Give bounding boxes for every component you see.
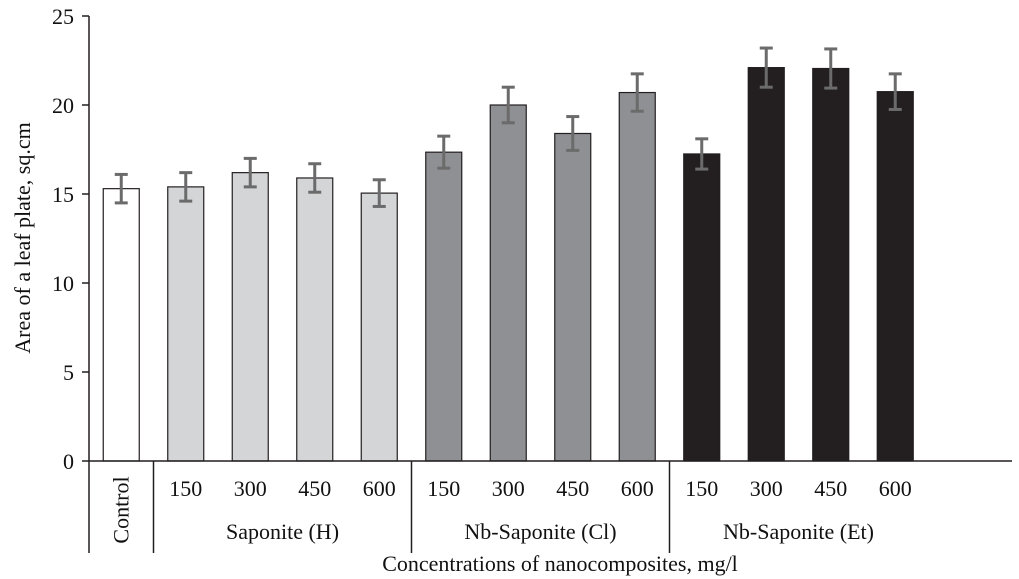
x-category-label: 150 — [427, 476, 460, 501]
error-bar — [179, 171, 193, 203]
x-axis: Control 150 300 450 600 150 300 450 600 150 300 450… — [88, 460, 1012, 553]
error-bar — [437, 134, 451, 170]
error-bar — [308, 162, 322, 194]
x-category-label: 150 — [169, 476, 202, 501]
x-group-label: Saponite (H) — [226, 519, 339, 544]
bar — [876, 91, 914, 462]
x-category-label: 450 — [814, 476, 847, 501]
y-axis: 0 5 10 15 20 25 — [52, 4, 90, 474]
x-group-label: Nb-Saponite (Et) — [723, 519, 874, 544]
error-bar — [888, 72, 902, 111]
x-category-label: 600 — [879, 476, 912, 501]
bar — [554, 132, 592, 462]
error-bar — [114, 172, 128, 205]
error-bar — [243, 156, 257, 189]
x-category-label: 600 — [621, 476, 654, 501]
x-axis-title: Concentrations of nanocomposites, mg/l — [382, 551, 738, 576]
error-bar — [695, 137, 709, 171]
bar — [489, 104, 527, 462]
y-tick-label: 5 — [63, 360, 74, 385]
error-bar — [759, 46, 773, 89]
error-bar — [501, 85, 515, 125]
bar — [167, 186, 205, 462]
bar — [812, 67, 850, 462]
bar — [425, 151, 463, 462]
x-category-label: Control — [108, 476, 133, 543]
x-category-label: 450 — [556, 476, 589, 501]
y-tick-label: 25 — [52, 4, 74, 29]
x-category-label: 600 — [363, 476, 396, 501]
bar — [360, 192, 398, 462]
bars — [102, 67, 914, 462]
bar — [296, 177, 334, 462]
x-category-label: 300 — [750, 476, 783, 501]
y-tick-label: 15 — [52, 182, 74, 207]
error-bars — [114, 46, 902, 208]
x-category-label: 300 — [492, 476, 525, 501]
bar — [683, 153, 721, 462]
x-category-label: 300 — [234, 476, 267, 501]
y-tick-label: 20 — [52, 93, 74, 118]
x-category-label: 150 — [685, 476, 718, 501]
error-bar — [372, 178, 386, 208]
bar — [231, 172, 269, 462]
error-bar — [824, 47, 838, 90]
y-tick-label: 10 — [52, 271, 74, 296]
error-bar — [566, 115, 580, 152]
bar — [102, 188, 140, 462]
x-category-label: 450 — [298, 476, 331, 501]
y-tick-label: 0 — [63, 449, 74, 474]
bar — [747, 67, 785, 462]
y-axis-title: Area of a leaf plate, sq.cm — [10, 122, 35, 354]
bar — [618, 91, 656, 462]
x-group-label: Nb-Saponite (Cl) — [464, 519, 616, 544]
error-bar — [630, 72, 644, 113]
